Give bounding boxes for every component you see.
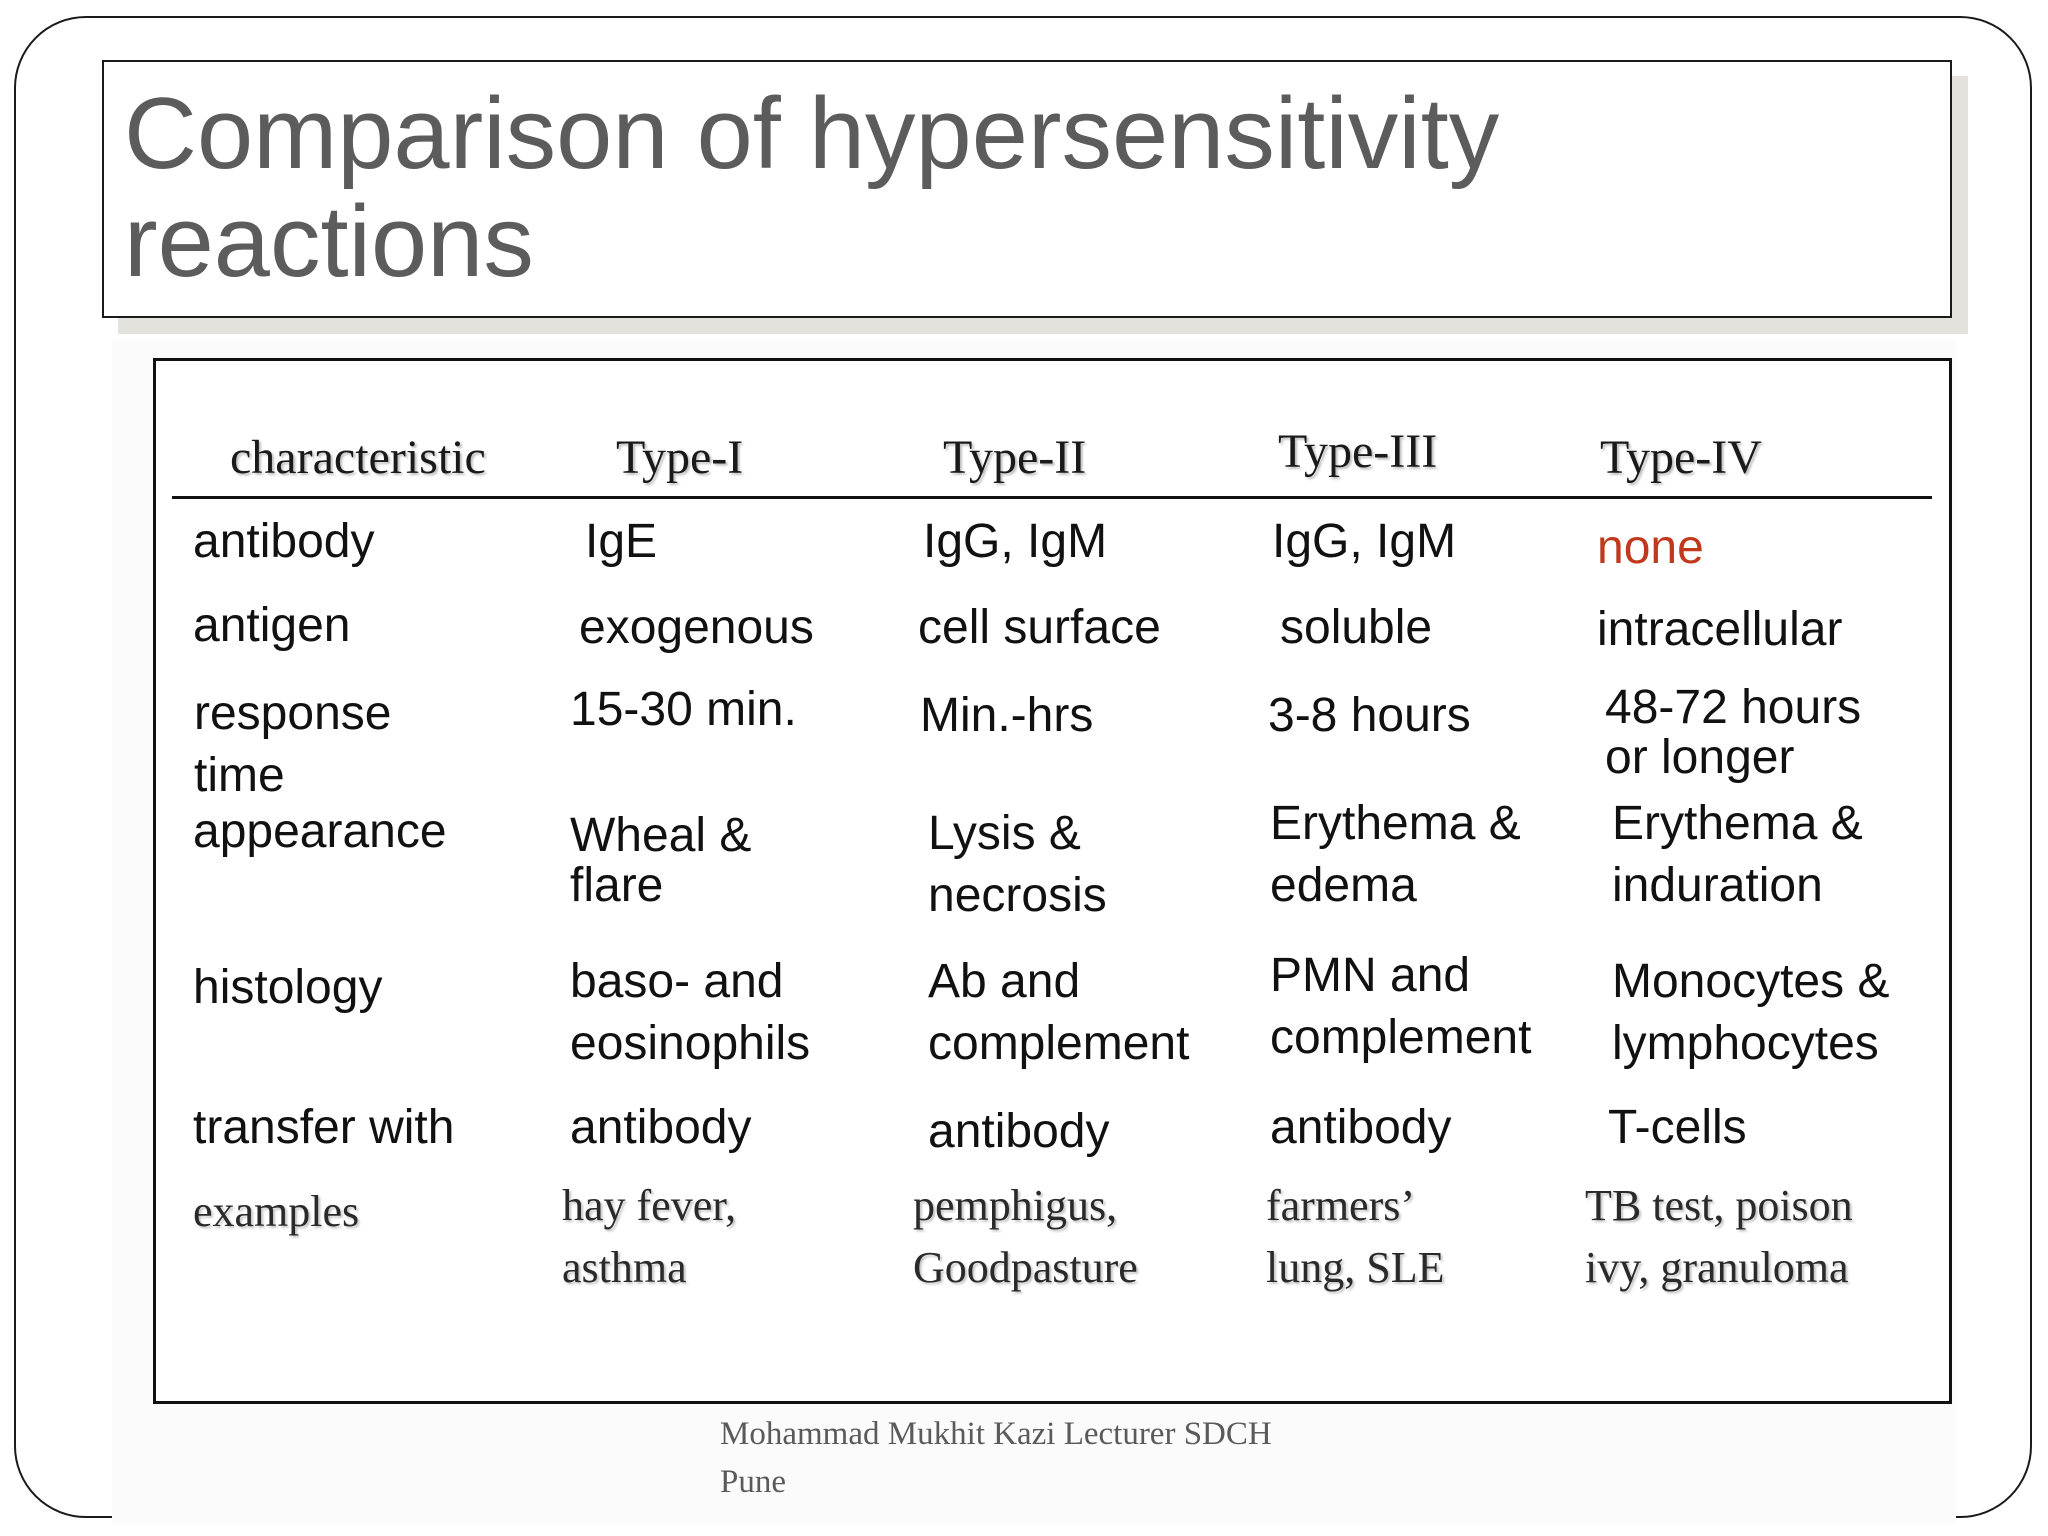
row-label-transfer-with: transfer with <box>193 1101 455 1154</box>
header-type-iv: Type-IV <box>1600 431 1762 484</box>
cell-transfer-type-iv: T-cells <box>1608 1101 1747 1154</box>
header-divider <box>172 496 1932 499</box>
header-type-ii: Type-II <box>943 431 1087 484</box>
cell-antigen-type-iv: intracellular <box>1597 603 1843 656</box>
cell-appearance-type-iii: Erythema & edema <box>1270 797 1521 912</box>
cell-response-type-ii: Min.-hrs <box>920 689 1094 742</box>
cell-appearance-type-iv: Erythema & induration <box>1612 797 1863 912</box>
cell-histology-type-iv: Monocytes & lymphocytes <box>1612 955 1890 1070</box>
cell-examples-type-i: hay fever, asthma <box>562 1181 737 1292</box>
cell-antibody-type-iv: none <box>1597 521 1704 574</box>
row-label-appearance: appearance <box>193 805 447 858</box>
header-type-iii: Type-III <box>1278 425 1438 478</box>
cell-examples-type-iv: TB test, poison ivy, granuloma <box>1585 1181 1853 1292</box>
header-type-i: Type-I <box>616 431 744 484</box>
title-box: Comparison of hypersensitivity reactions <box>102 60 1952 318</box>
row-label-response-time: response time <box>194 687 392 802</box>
cell-histology-type-i: baso- and eosinophils <box>570 955 811 1070</box>
footer-author: Mohammad Mukhit Kazi Lecturer SDCH Pune <box>720 1416 1272 1500</box>
cell-antibody-type-i: IgE <box>585 515 658 568</box>
cell-histology-type-ii: Ab and complement <box>928 955 1190 1070</box>
comparison-table: characteristic Type-I Type-II Type-III T… <box>153 358 1952 1404</box>
cell-antigen-type-iii: soluble <box>1280 601 1433 654</box>
row-label-antigen: antigen <box>193 599 351 652</box>
cell-transfer-type-i: antibody <box>570 1101 752 1154</box>
header-characteristic: characteristic <box>230 431 486 484</box>
slide-title: Comparison of hypersensitivity reactions <box>124 78 1500 298</box>
cell-appearance-type-i: Wheal & flare <box>570 809 752 912</box>
cell-examples-type-iii: farmers’ lung, SLE <box>1266 1181 1445 1292</box>
cell-antibody-type-ii: IgG, IgM <box>923 515 1108 568</box>
cell-response-type-iv: 48-72 hours or longer <box>1605 681 1862 784</box>
cell-antibody-type-iii: IgG, IgM <box>1272 515 1457 568</box>
cell-response-type-i: 15-30 min. <box>570 683 797 736</box>
cell-antigen-type-ii: cell surface <box>918 601 1161 654</box>
cell-histology-type-iii: PMN and complement <box>1270 949 1532 1064</box>
row-label-histology: histology <box>193 961 383 1014</box>
cell-transfer-type-iii: antibody <box>1270 1101 1452 1154</box>
row-label-antibody: antibody <box>193 515 375 568</box>
cell-response-type-iii: 3-8 hours <box>1268 689 1471 742</box>
cell-appearance-type-ii: Lysis & necrosis <box>928 807 1107 922</box>
cell-transfer-type-ii: antibody <box>928 1105 1110 1158</box>
cell-antigen-type-i: exogenous <box>579 601 814 654</box>
row-label-examples: examples <box>193 1187 360 1236</box>
cell-examples-type-ii: pemphigus, Goodpasture <box>913 1181 1138 1292</box>
